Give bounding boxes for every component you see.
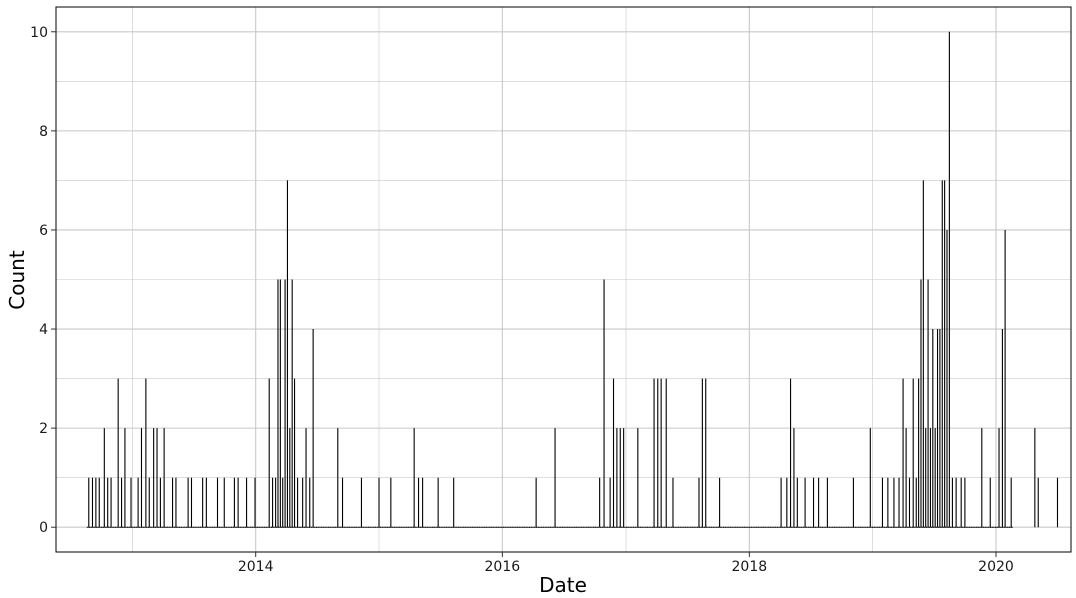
x-axis-ticks: 2014 2016 2018 2020 bbox=[238, 552, 1014, 575]
y-tick-label: 2 bbox=[39, 421, 48, 437]
y-tick-label: 4 bbox=[39, 322, 48, 338]
plot-panel-border bbox=[55, 6, 1072, 553]
x-tick-label: 2018 bbox=[732, 559, 768, 575]
x-tick-label: 2016 bbox=[485, 559, 521, 575]
y-tick-label: 10 bbox=[30, 25, 48, 41]
x-axis-title: Date bbox=[539, 573, 587, 597]
y-tick-label: 6 bbox=[39, 223, 48, 239]
baseline-layer bbox=[86, 526, 1013, 528]
x-tick-label: 2020 bbox=[978, 559, 1014, 575]
y-tick-label: 0 bbox=[39, 520, 48, 536]
y-axis-ticks: 0 2 4 6 8 10 bbox=[30, 25, 56, 536]
bars bbox=[88, 31, 1059, 528]
grid-minor bbox=[56, 7, 1071, 552]
x-tick-label: 2014 bbox=[238, 559, 274, 575]
y-axis-title: Count bbox=[5, 250, 29, 310]
y-tick-label: 8 bbox=[39, 124, 48, 140]
